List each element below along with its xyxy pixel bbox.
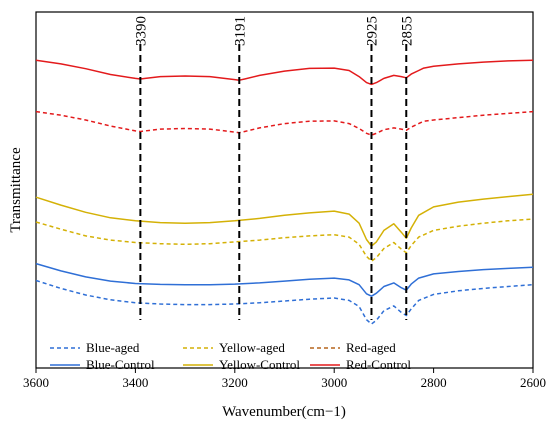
x-tick-label-3: 3000 [321,375,347,390]
ref-label-2925: 2925 [364,16,380,46]
legend-label-5: Red-Control [346,357,411,372]
legend-label-4: Yellow-Control [219,357,300,372]
ref-label-3390: 3390 [133,16,149,46]
plot-frame [36,12,533,368]
legend-label-1: Yellow-aged [219,340,285,355]
x-tick-label-2: 3200 [222,375,248,390]
series-line-5 [36,281,533,325]
series-line-3 [36,219,533,261]
reference-lines: 3390 3191 2925 2855 [133,16,415,320]
y-axis-title: Transmittance [8,147,24,233]
x-tick-label-1: 3400 [122,375,148,390]
legend-label-0: Blue-aged [86,340,140,355]
x-tick-label-5: 2600 [520,375,546,390]
ref-label-3191: 3191 [232,16,248,46]
series-line-2 [36,194,533,246]
x-tick-label-0: 3600 [23,375,49,390]
series-line-0 [36,60,533,84]
legend: Blue-aged Yellow-aged Red-aged Blue-Control… [50,340,411,372]
series-layer [36,60,533,324]
legend-label-2: Red-aged [346,340,396,355]
x-tick-label-4: 2800 [421,375,447,390]
x-axis-title: Wavenumber(cm−1) [222,404,346,420]
series-line-1 [36,112,533,136]
ref-label-2855: 2855 [399,16,415,46]
legend-label-3: Blue-Control [86,357,155,372]
